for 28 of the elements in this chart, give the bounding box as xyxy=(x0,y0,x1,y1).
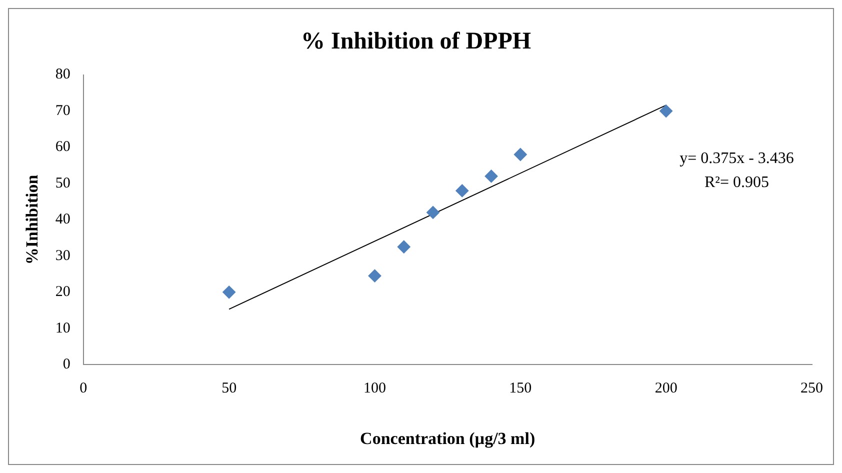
point xyxy=(368,269,382,282)
y-tick-label: 20 xyxy=(55,284,70,300)
annotation: y= 0.375x - 3.436 xyxy=(680,150,794,167)
y-tick-label: 60 xyxy=(55,139,70,156)
y-tick-label: 40 xyxy=(55,212,70,228)
x-tick-label: 250 xyxy=(800,380,823,397)
y-tick-label: 0 xyxy=(62,356,70,373)
y-tick-label: 70 xyxy=(55,102,70,119)
point xyxy=(456,184,469,198)
y-axis-title: %Inhibition xyxy=(22,174,42,265)
y-tick-label: 30 xyxy=(55,248,70,264)
point xyxy=(397,240,410,254)
point xyxy=(660,104,673,118)
point xyxy=(484,170,498,183)
y-tick-label: 50 xyxy=(55,175,70,192)
point xyxy=(514,148,527,161)
x-tick-label: 100 xyxy=(363,380,386,397)
x-tick-label: 0 xyxy=(80,380,88,397)
y-tick-label: 10 xyxy=(55,320,70,336)
annotation: R²= 0.905 xyxy=(704,174,769,191)
x-tick-label: 150 xyxy=(509,380,532,397)
point xyxy=(426,206,440,219)
point xyxy=(222,286,236,299)
x-tick-label: 50 xyxy=(222,380,237,397)
x-tick-label: 200 xyxy=(654,380,678,397)
x-axis-title: Concentration (µg/3 ml) xyxy=(360,429,536,448)
chart-title: % Inhibition of DPPH xyxy=(300,28,532,55)
y-tick-label: 80 xyxy=(55,66,70,83)
